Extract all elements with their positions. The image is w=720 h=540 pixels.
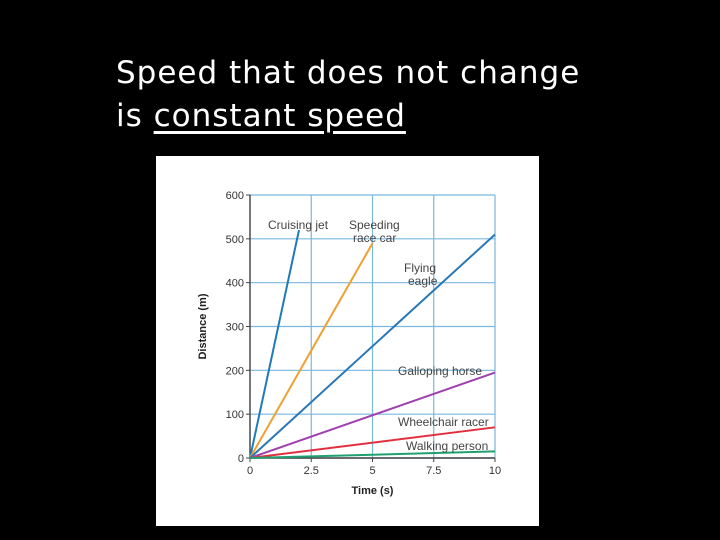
series-label-line: Cruising jet bbox=[268, 218, 329, 232]
x-tick-label-1: 2.5 bbox=[304, 465, 319, 477]
series-line-flying-eagle bbox=[249, 233, 496, 459]
constant-speed-term: constant speed bbox=[153, 98, 406, 134]
title-line-2-prefix: is bbox=[116, 98, 154, 134]
y-tick-label-0: 0 bbox=[238, 453, 244, 465]
series-label-line: Speeding bbox=[349, 218, 400, 232]
series-label-line: Flying bbox=[404, 261, 436, 275]
x-tick-label-3: 7.5 bbox=[426, 465, 441, 477]
y-tick-label-6: 600 bbox=[226, 190, 244, 202]
x-axis-label: Time (s) bbox=[352, 485, 394, 497]
distance-time-chart: 0 2.5 5 7.5 10 0 100 200 300 400 500 600 Cruising j… bbox=[156, 156, 539, 526]
series-label-line: Wheelchair racer bbox=[398, 415, 489, 429]
y-tick-label-4: 400 bbox=[226, 278, 244, 290]
series-label-flying-eagle: Flying eagle bbox=[404, 261, 438, 288]
series-label-speeding-race-car: Speeding race car bbox=[349, 218, 400, 245]
slide-title: Speed that does not change is constant s… bbox=[116, 52, 706, 138]
series-label-line: Galloping horse bbox=[398, 364, 482, 378]
series-line-wheelchair-racer bbox=[249, 426, 496, 459]
series-label-cruising-jet: Cruising jet bbox=[268, 218, 329, 232]
y-tick-label-2: 200 bbox=[226, 365, 244, 377]
chart-axes bbox=[246, 194, 496, 462]
x-tick-label-2: 5 bbox=[369, 465, 375, 477]
x-tick-label-4: 10 bbox=[489, 465, 501, 477]
series-label-line: race car bbox=[353, 231, 396, 245]
series-label-line: Walking person bbox=[406, 439, 488, 453]
y-tick-label-1: 100 bbox=[226, 409, 244, 421]
y-axis-label: Distance (m) bbox=[197, 293, 209, 359]
series-label-galloping-horse: Galloping horse bbox=[398, 364, 482, 378]
series-label-wheelchair-racer: Wheelchair racer bbox=[398, 415, 489, 429]
title-line-2: is constant speed bbox=[116, 95, 706, 138]
series-line-cruising-jet bbox=[249, 229, 300, 459]
x-tick-label-0: 0 bbox=[247, 465, 253, 477]
series-label-walking-person: Walking person bbox=[406, 439, 488, 453]
y-tick-label-5: 500 bbox=[226, 234, 244, 246]
series-label-line: eagle bbox=[408, 274, 438, 288]
series-line-galloping-horse bbox=[249, 371, 496, 459]
y-tick-label-3: 300 bbox=[226, 322, 244, 334]
title-line-1: Speed that does not change bbox=[116, 55, 581, 91]
series-line-speeding-race-car bbox=[249, 242, 374, 459]
chart-series-lines bbox=[249, 229, 496, 459]
series-line-walking-person bbox=[249, 450, 496, 459]
